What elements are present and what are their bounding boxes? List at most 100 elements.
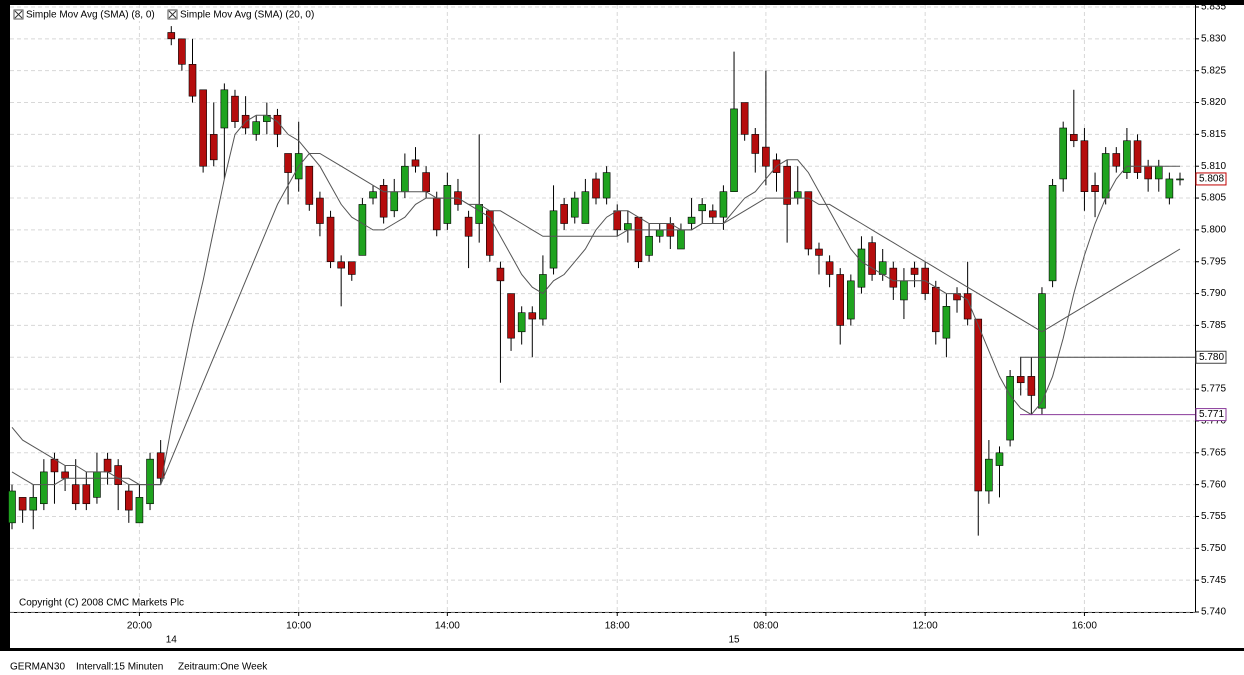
candle-body (464, 216, 473, 237)
y-tick-label: 5.835 (1201, 2, 1226, 13)
candle-body (836, 274, 845, 326)
candle-body (708, 210, 717, 218)
x-tick-label: 12:00 (913, 621, 938, 632)
candle-body (634, 216, 643, 263)
candle-body (1144, 165, 1152, 180)
footer-interval: Intervall:15 Minuten (76, 662, 163, 673)
y-tick-label: 5.825 (1201, 65, 1226, 76)
y-tick-label: 5.815 (1201, 129, 1226, 140)
candle-body (730, 108, 738, 192)
level-label: 5.780 (1199, 352, 1224, 363)
candle-body (1038, 293, 1046, 409)
y-tick-label: 5.790 (1201, 288, 1226, 299)
candle-body (719, 191, 728, 218)
y-tick-label: 5.760 (1201, 479, 1226, 490)
candle-body (804, 191, 813, 250)
candle-body (825, 261, 834, 275)
candle-body (199, 89, 207, 167)
candle-body (889, 267, 898, 288)
y-tick-label: 5.745 (1201, 575, 1226, 586)
candle-body (613, 210, 622, 231)
level-label-box (1195, 350, 1227, 364)
x-tick-label: 08:00 (753, 621, 778, 632)
x-tick-label: 20:00 (127, 621, 152, 632)
candle-body (401, 165, 409, 192)
candle-body (1133, 140, 1142, 173)
candle-body (284, 153, 292, 173)
candle-body (1027, 376, 1036, 396)
candle-body (995, 452, 1004, 466)
candle-body (125, 490, 133, 511)
y-tick-label: 5.770 (1201, 416, 1226, 427)
candle-body (985, 458, 993, 492)
candle-body (762, 146, 770, 167)
candle-body (910, 267, 919, 275)
candle-body (178, 38, 186, 65)
candle-body (1070, 134, 1078, 142)
y-tick-label: 5.740 (1201, 607, 1226, 618)
candle-body (347, 261, 356, 275)
candle-body (61, 471, 69, 479)
value-axis-line (1195, 5, 1196, 612)
y-tick-label: 5.765 (1201, 447, 1226, 458)
candle-body (1006, 376, 1014, 441)
y-tick-label: 5.810 (1201, 161, 1226, 172)
candle-body (549, 210, 558, 269)
candle-body (624, 223, 632, 231)
candle-body (602, 172, 611, 199)
legend: Simple Mov Avg (SMA) (8, 0) Simple Mov A… (12, 8, 324, 21)
axes: 5.740 5.745 5.750 5.755 5.760 5.765 5.770 5.775… (127, 2, 1227, 646)
candle-body (974, 318, 983, 492)
day-label: 14 (166, 635, 178, 646)
candle-body (740, 102, 749, 135)
legend-check (168, 10, 177, 19)
footer-symbol: GERMAN30 (10, 662, 65, 673)
candle-body (1080, 140, 1089, 192)
level-label: 5.771 (1199, 409, 1224, 420)
day-label: 15 (728, 635, 740, 646)
candle-body (475, 204, 484, 224)
legend-item-bg (166, 8, 324, 21)
candle-body (40, 471, 48, 505)
candle-body (857, 248, 866, 288)
candle-body (273, 114, 282, 135)
last-price-label: 5.808 (1199, 174, 1224, 185)
candle-body (358, 204, 367, 256)
candle-body (1091, 185, 1099, 192)
candle-body (645, 235, 653, 256)
candle-body (942, 306, 951, 339)
frame-bottom (0, 648, 1244, 651)
candle-body (411, 159, 420, 167)
candle-body (900, 280, 908, 301)
legend-check (14, 10, 23, 19)
candle-body (326, 216, 335, 263)
candle-body (539, 274, 547, 320)
candle-body (337, 261, 345, 269)
y-tick-label: 5.750 (1201, 543, 1226, 554)
legend-entry: Simple Mov Avg (SMA) (20, 0) (180, 10, 314, 21)
plot (8, 26, 1195, 536)
candle-body (815, 248, 823, 256)
candle-body (422, 172, 430, 192)
candle-body (963, 293, 972, 320)
candle-body (82, 484, 91, 505)
candle-body (71, 484, 80, 505)
candle-body (114, 465, 122, 485)
candle-body (146, 458, 154, 505)
copyright: Copyright (C) 2008 CMC Markets Plc (19, 598, 184, 609)
frame-top (10, 0, 1244, 5)
candle-body (316, 197, 324, 224)
candle-body (655, 229, 664, 237)
y-tick-label: 5.795 (1201, 256, 1226, 267)
footer-period: Zeitraum:One Week (178, 662, 268, 673)
candle-body (528, 312, 537, 320)
legend-entry: Simple Mov Avg (SMA) (8, 0) (26, 10, 155, 21)
candle-body (677, 229, 685, 250)
y-tick-label: 5.775 (1201, 384, 1226, 395)
x-tick-label: 16:00 (1072, 621, 1097, 632)
candle-body (1123, 140, 1131, 173)
candle-body (103, 458, 112, 473)
candle-body (687, 216, 696, 224)
